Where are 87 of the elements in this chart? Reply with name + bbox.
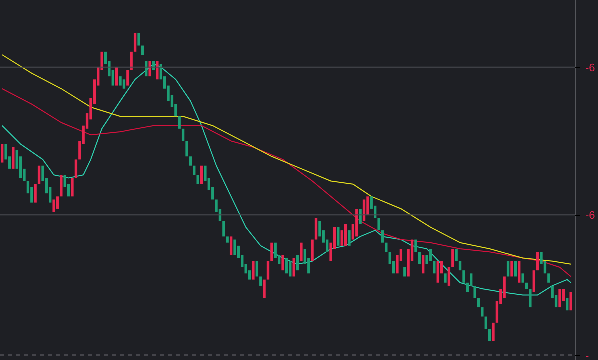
candlestick xyxy=(71,178,74,197)
candlestick xyxy=(522,274,524,283)
candlestick xyxy=(116,67,118,86)
candlestick xyxy=(292,258,296,277)
candlestick xyxy=(418,252,421,264)
candlestick xyxy=(458,261,462,271)
candlestick xyxy=(378,218,380,231)
candlestick xyxy=(12,147,15,169)
candlestick xyxy=(536,252,540,271)
candlestick xyxy=(196,175,200,184)
candlestick xyxy=(422,255,425,274)
candlestick xyxy=(148,61,152,77)
candlestick xyxy=(529,289,532,308)
candlestick xyxy=(226,236,229,243)
candlestick xyxy=(488,329,492,342)
candlestick xyxy=(256,261,258,277)
candlestick xyxy=(525,282,528,290)
candlestick xyxy=(311,240,314,262)
candlestick xyxy=(337,227,340,246)
candlestick xyxy=(74,160,78,178)
candlestick xyxy=(260,276,262,286)
candlestick xyxy=(141,46,144,56)
candlestick xyxy=(230,236,233,256)
candlestick xyxy=(518,261,521,283)
text: -6 xyxy=(586,210,596,222)
candlestick xyxy=(270,242,274,262)
candlestick xyxy=(474,286,476,298)
candlestick xyxy=(506,261,510,277)
candlestick xyxy=(56,196,60,209)
candlestick xyxy=(178,116,181,129)
candlestick xyxy=(34,184,37,203)
candlestick xyxy=(182,128,185,142)
candlestick xyxy=(38,166,41,184)
candlestick xyxy=(455,249,458,262)
candlestick xyxy=(189,156,192,166)
candlestick xyxy=(362,200,366,222)
candlestick xyxy=(1,144,4,163)
candlestick xyxy=(429,249,432,262)
candlestick xyxy=(193,166,196,176)
candlestick xyxy=(222,221,226,237)
candlestick xyxy=(156,61,159,80)
candlestick xyxy=(266,261,270,280)
candlestick xyxy=(381,230,384,243)
candlestick xyxy=(314,218,318,240)
candlestick xyxy=(282,255,284,271)
candlestick xyxy=(448,267,451,286)
candlestick xyxy=(385,242,388,252)
candlestick xyxy=(510,261,514,277)
candlestick xyxy=(134,33,137,52)
text: - xyxy=(586,350,590,360)
candlestick xyxy=(296,255,300,271)
candlestick xyxy=(452,249,454,268)
candlestick xyxy=(252,261,255,280)
candlestick xyxy=(138,33,140,46)
candlestick xyxy=(52,200,56,212)
candlestick xyxy=(356,208,358,237)
candlestick xyxy=(462,270,466,283)
candlestick xyxy=(263,280,266,298)
candlestick xyxy=(492,322,495,342)
candlestick xyxy=(514,261,518,277)
candlestick xyxy=(444,274,447,283)
candlestick xyxy=(200,166,204,184)
candlestick xyxy=(126,70,130,86)
candlestick xyxy=(570,292,572,311)
candlestick xyxy=(60,175,63,197)
candlestick xyxy=(433,261,436,274)
candlestick xyxy=(119,76,122,86)
candlestick xyxy=(344,224,348,246)
candlestick xyxy=(404,267,406,277)
candlestick xyxy=(548,274,550,283)
candlestick xyxy=(436,261,440,283)
candlestick xyxy=(484,316,488,330)
text: -6 xyxy=(586,62,596,74)
candlestick xyxy=(289,261,292,277)
candlestick xyxy=(122,80,126,89)
candlestick xyxy=(348,230,351,246)
candlestick xyxy=(558,289,562,308)
candlestick xyxy=(477,298,480,308)
candlestick xyxy=(186,141,188,157)
candlestick xyxy=(234,240,236,256)
candlestick xyxy=(359,208,362,224)
candlestick xyxy=(300,242,303,262)
candlestick xyxy=(532,270,536,292)
candlestick xyxy=(285,258,288,274)
candlestick xyxy=(566,298,569,311)
candlestick xyxy=(414,240,418,252)
candlestick xyxy=(481,308,484,317)
